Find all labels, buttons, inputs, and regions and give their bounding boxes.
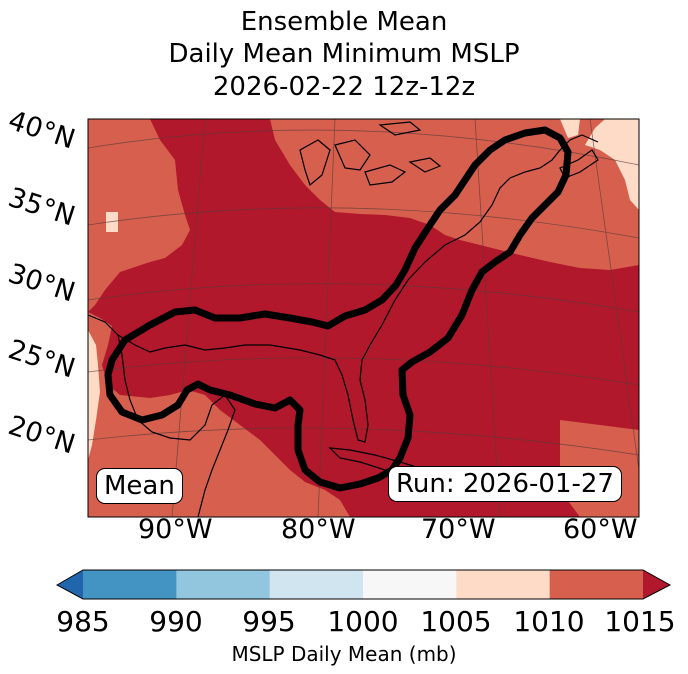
field-e-mid — [560, 200, 639, 265]
colorbar-tick-1015: 1015 — [604, 605, 676, 638]
colorbar-segment — [456, 570, 551, 599]
mslp-contour — [104, 126, 572, 492]
field-sw-mid — [88, 312, 350, 517]
title-line-1: Ensemble Mean — [240, 7, 448, 37]
run-date-box: Run: 2026-01-27 — [388, 466, 622, 502]
colorbar-tick-990: 990 — [149, 605, 203, 638]
field-patch — [106, 212, 118, 232]
field-w-high — [88, 330, 100, 460]
colorbar-outline — [55, 569, 672, 600]
colorbar-tick-1005: 1005 — [420, 605, 492, 638]
lon-label-60: 60°W — [563, 514, 638, 545]
field-ne-high-2 — [560, 119, 580, 138]
colorbar-label: MSLP Daily Mean (mb) — [231, 642, 457, 666]
colorbar-extend-high — [643, 570, 670, 599]
lon-label-70: 70°W — [421, 514, 496, 545]
colorbar-tick-1000: 1000 — [327, 605, 399, 638]
colorbar-segment — [549, 570, 644, 599]
coastlines — [88, 121, 599, 517]
colorbar-tick-995: 995 — [242, 605, 296, 638]
colorbar-tick-985: 985 — [56, 605, 110, 638]
title-line-3: 2026-02-22 12z-12z — [212, 72, 476, 102]
map-frame — [87, 118, 640, 518]
colorbar-tick-1010: 1010 — [513, 605, 585, 638]
colorbar-extend-low — [57, 570, 83, 599]
colorbar-segment — [83, 570, 177, 599]
colorbar — [55, 569, 672, 600]
mean-label-box: Mean — [96, 468, 183, 504]
lon-label-90: 90°W — [138, 514, 213, 545]
colorbar-segment — [269, 570, 364, 599]
field-nw-mid — [88, 119, 190, 312]
title-line-2: Daily Mean Minimum MSLP — [168, 39, 520, 69]
colorbar-segment — [363, 570, 457, 599]
field-ne-high — [585, 119, 639, 210]
colorbar-segment — [176, 570, 271, 599]
lon-label-80: 80°W — [281, 514, 356, 545]
